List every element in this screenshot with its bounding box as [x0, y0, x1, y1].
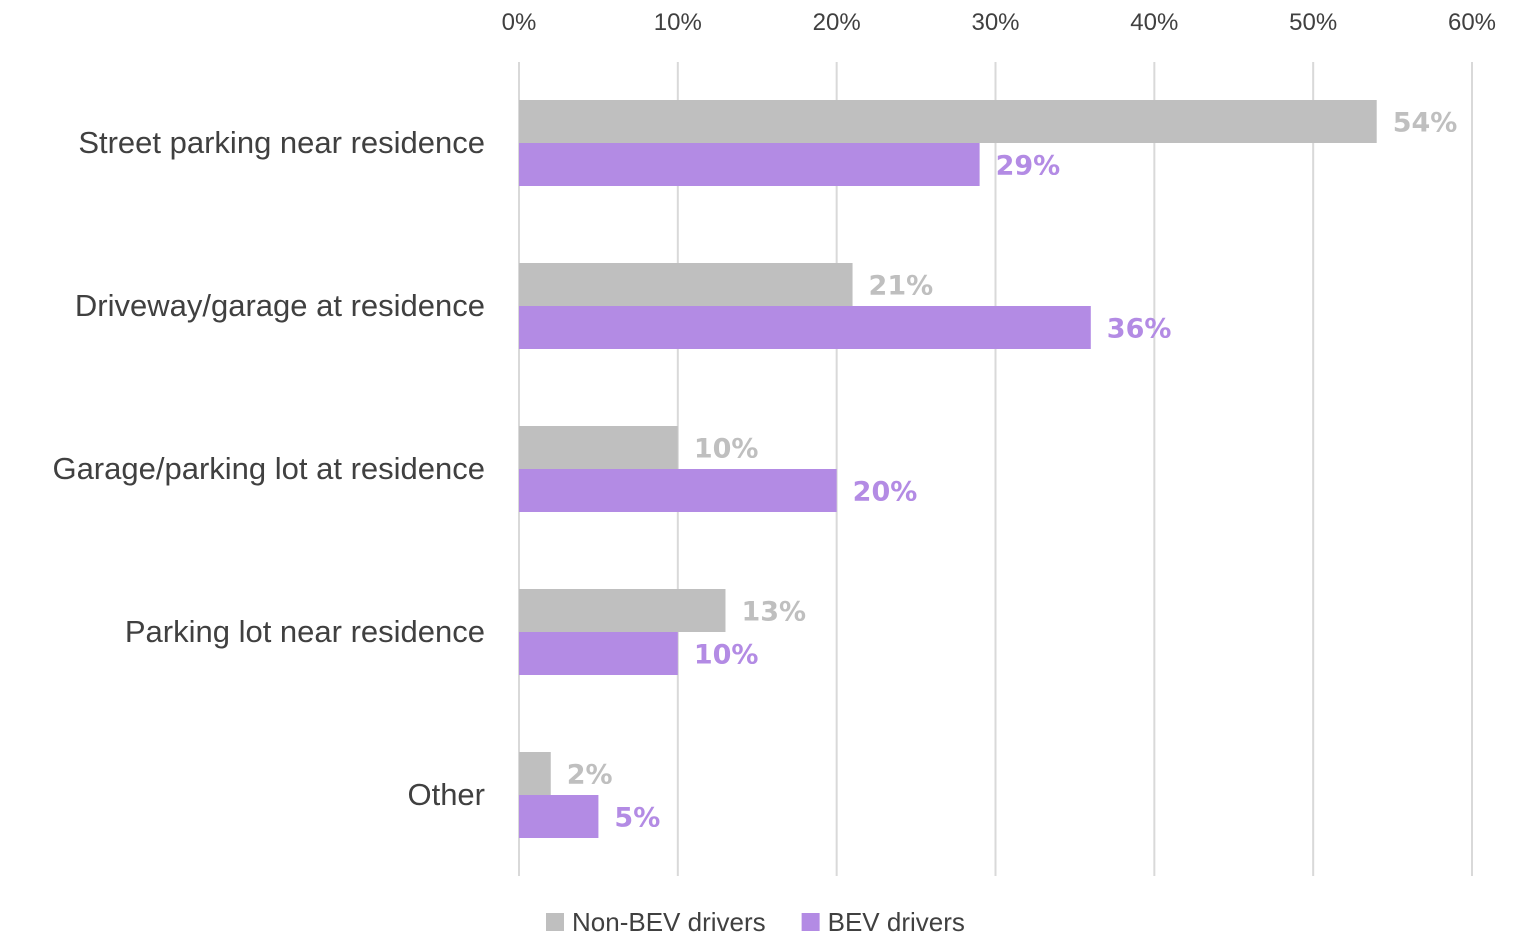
bar [519, 632, 678, 675]
bar [519, 143, 980, 186]
x-tick-label: 50% [1289, 9, 1337, 36]
legend: Non-BEV drivers BEV drivers [546, 907, 965, 937]
legend-swatch [801, 913, 820, 931]
bar [519, 263, 853, 306]
category-labels: Street parking near residence Driveway/ga… [52, 125, 485, 812]
gridlines [518, 62, 1473, 876]
legend-label: BEV drivers [828, 907, 965, 937]
category-label: Street parking near residence [78, 125, 485, 160]
data-label: 10% [694, 640, 759, 671]
category-label: Other [407, 777, 485, 812]
data-label: 29% [996, 151, 1061, 182]
bar [519, 100, 1377, 143]
legend-swatch [546, 913, 564, 931]
x-tick-label: 20% [813, 9, 861, 36]
bar [519, 589, 726, 632]
legend-label: Non-BEV drivers [572, 907, 766, 937]
data-label: 5% [614, 803, 660, 834]
data-label: 21% [869, 271, 934, 302]
bar [519, 306, 1091, 349]
x-tick-label: 30% [971, 9, 1019, 36]
data-label: 2% [567, 760, 613, 791]
data-label: 54% [1393, 108, 1458, 139]
data-label: 20% [853, 477, 918, 508]
bar [519, 795, 599, 838]
category-label: Parking lot near residence [125, 614, 485, 649]
bar [519, 469, 837, 512]
x-tick-label: 10% [654, 9, 702, 36]
data-label: 10% [694, 434, 759, 465]
data-label: 13% [741, 597, 806, 628]
x-tick-label: 0% [502, 9, 537, 36]
x-axis-ticks: 0% 10% 20% 30% 40% 50% 60% [502, 9, 1496, 36]
x-tick-label: 40% [1130, 9, 1178, 36]
bar [519, 426, 678, 469]
bar [519, 752, 551, 795]
category-label: Driveway/garage at residence [75, 288, 485, 323]
category-label: Garage/parking lot at residence [52, 451, 485, 486]
x-tick-label: 60% [1448, 9, 1496, 36]
data-label: 36% [1107, 314, 1172, 345]
bars: 54% 29% 21% 36% 10% 20% 13% 10% 2%5% [519, 100, 1457, 838]
